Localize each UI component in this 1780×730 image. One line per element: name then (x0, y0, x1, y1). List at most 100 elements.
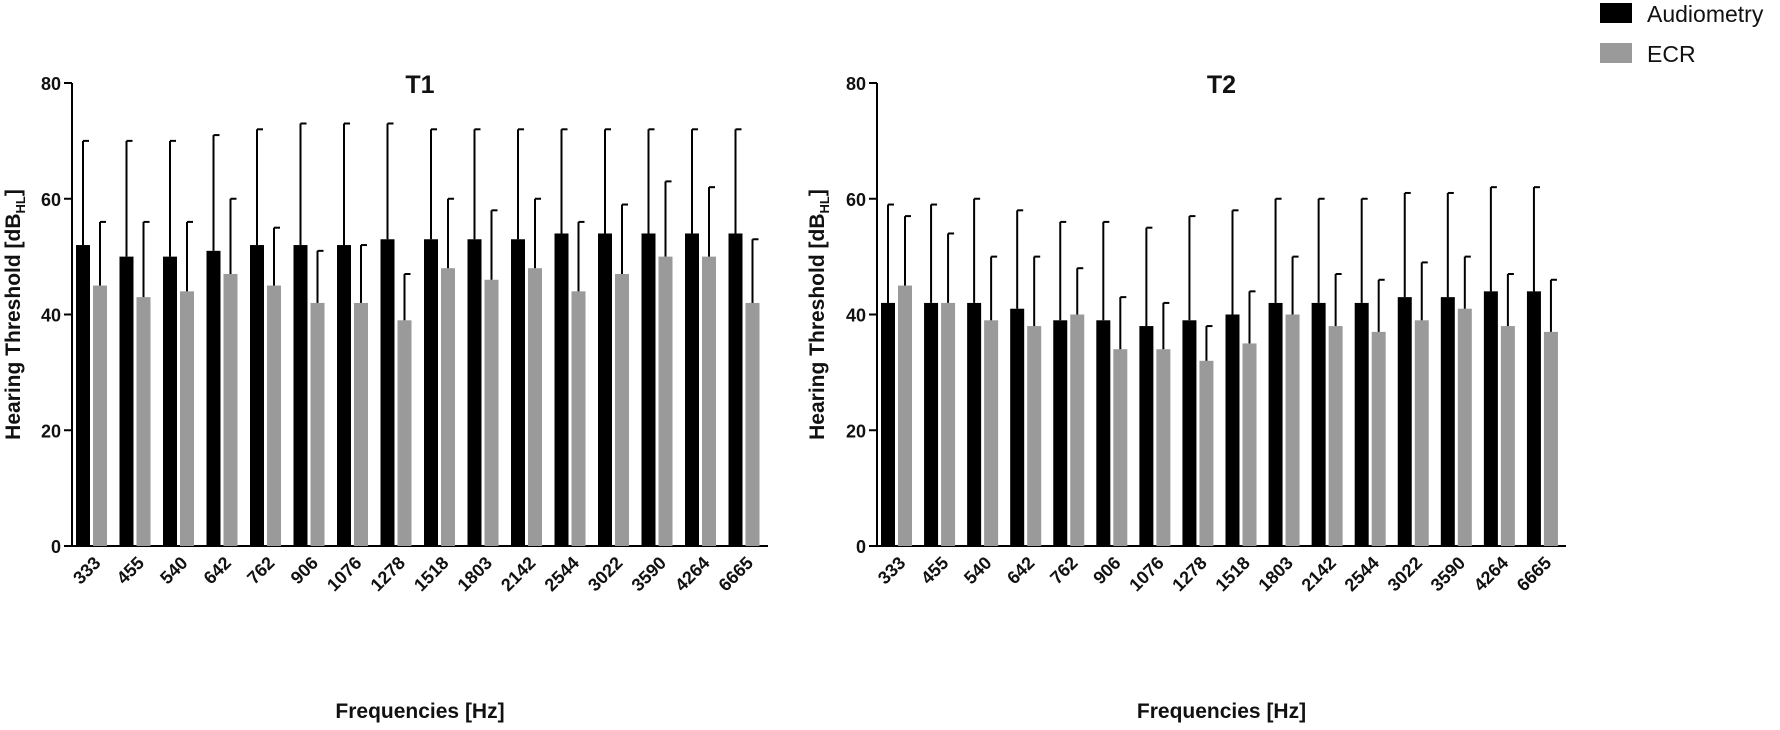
x-tick-label: 6665 (1513, 553, 1555, 595)
bar-audiometry (1440, 297, 1455, 546)
bar-audiometry (554, 233, 569, 546)
bar-audiometry (1397, 297, 1412, 546)
y-tick-label: 60 (846, 190, 866, 210)
bar-audiometry (76, 245, 90, 547)
bar-ecr (745, 302, 760, 546)
bar-ecr (528, 268, 542, 546)
legend-swatch-ecr (1600, 43, 1632, 63)
y-axis-label-suffix: ] (2, 189, 25, 196)
x-tick-label: 540 (156, 553, 191, 588)
x-tick-label: 455 (113, 553, 148, 588)
x-tick-label: 1076 (323, 553, 365, 595)
bar-audiometry (1010, 308, 1025, 546)
bar-ecr (1414, 320, 1429, 546)
x-tick-label: 1803 (454, 553, 496, 595)
bar-audiometry (424, 239, 438, 546)
bar-ecr (1156, 349, 1171, 546)
x-tick-label: 540 (960, 553, 995, 588)
bar-ecr (1328, 326, 1343, 546)
bar-ecr (267, 285, 281, 546)
x-tick-label: 3022 (584, 553, 626, 595)
bar-audiometry (1182, 320, 1197, 546)
bar-audiometry (206, 250, 221, 546)
y-tick-label: 80 (846, 74, 866, 94)
bar-ecr (397, 320, 412, 546)
bar-ecr (1457, 308, 1472, 546)
bar-audiometry (119, 256, 134, 546)
y-axis-label-main: Hearing Threshold [dB (806, 213, 829, 439)
y-axis-label-main: Hearing Threshold [dB (2, 213, 25, 439)
x-tick-label: 6665 (715, 553, 757, 595)
x-tick-label: 455 (917, 553, 952, 588)
x-tick-label: 1076 (1125, 553, 1167, 595)
bar-audiometry (293, 245, 308, 547)
bar-ecr (658, 256, 673, 546)
bar-audiometry (1354, 302, 1369, 546)
bar-ecr (93, 285, 107, 546)
bar-audiometry (598, 233, 612, 546)
bar-ecr (702, 256, 716, 546)
bar-ecr (180, 291, 194, 546)
y-tick-label: 40 (846, 306, 866, 326)
x-tick-label: 2142 (1298, 553, 1340, 595)
bar-ecr (136, 297, 151, 546)
y-tick-label: 60 (41, 190, 61, 210)
bar-ecr (1027, 326, 1042, 546)
x-tick-label: 4264 (671, 553, 713, 595)
legend: Audiometry ECR (1600, 1, 1764, 67)
bar-ecr (223, 273, 238, 546)
bar-audiometry (1053, 320, 1068, 546)
y-tick-label: 20 (41, 421, 61, 441)
x-tick-label: 333 (874, 553, 909, 588)
y-axis-label: Hearing Threshold [dBHL] (2, 189, 28, 440)
legend-label-audiometry: Audiometry (1647, 1, 1764, 27)
bar-audiometry (1526, 291, 1541, 546)
y-tick-label: 80 (41, 74, 61, 94)
x-tick-label: 3022 (1384, 553, 1426, 595)
bar-ecr (615, 273, 629, 546)
x-tick-label: 1518 (410, 553, 452, 595)
bar-ecr (1371, 331, 1386, 546)
x-tick-label: 1278 (367, 553, 409, 595)
y-tick-label: 40 (41, 306, 61, 326)
x-tick-label: 1278 (1168, 553, 1210, 595)
bar-ecr (1070, 314, 1085, 546)
bar-audiometry (467, 239, 482, 546)
bar-audiometry (250, 245, 264, 547)
y-axis-label-subscript: HL (13, 196, 28, 213)
bar-ecr (984, 320, 999, 546)
bar-audiometry (728, 233, 743, 546)
bar-ecr (484, 279, 499, 546)
x-tick-label: 1803 (1254, 553, 1296, 595)
y-axis-label-subscript: HL (817, 196, 832, 213)
bar-ecr (898, 285, 912, 546)
bar-audiometry (881, 302, 895, 546)
chart-title: T1 (405, 71, 434, 99)
x-tick-label: 1518 (1211, 553, 1253, 595)
bar-audiometry (1483, 291, 1498, 546)
bar-audiometry (1225, 314, 1240, 546)
x-tick-label: 2544 (1341, 553, 1383, 595)
bar-audiometry (1139, 326, 1154, 546)
x-tick-label: 2142 (497, 553, 539, 595)
x-tick-label: 642 (1003, 553, 1038, 588)
bar-ecr (1199, 360, 1214, 546)
x-tick-label: 906 (287, 553, 322, 588)
bar-audiometry (337, 245, 351, 547)
x-tick-label: 333 (69, 553, 104, 588)
x-tick-label: 3590 (1427, 553, 1469, 595)
chart-panel-t1: T1 Frequencies [Hz] Hearing Threshold [d… (2, 71, 768, 723)
bar-ecr (441, 268, 455, 546)
y-axis-label-suffix: ] (806, 189, 829, 196)
bar-audiometry (511, 239, 525, 546)
y-axis-label: Hearing Threshold [dBHL] (806, 189, 832, 440)
bar-audiometry (967, 302, 982, 546)
bar-audiometry (1268, 302, 1283, 546)
bar-ecr (310, 302, 325, 546)
x-tick-label: 4264 (1470, 553, 1512, 595)
bar-audiometry (641, 233, 656, 546)
bar-ecr (1285, 314, 1300, 546)
legend-swatch-audiometry (1600, 3, 1632, 23)
y-tick-label: 0 (51, 537, 61, 557)
